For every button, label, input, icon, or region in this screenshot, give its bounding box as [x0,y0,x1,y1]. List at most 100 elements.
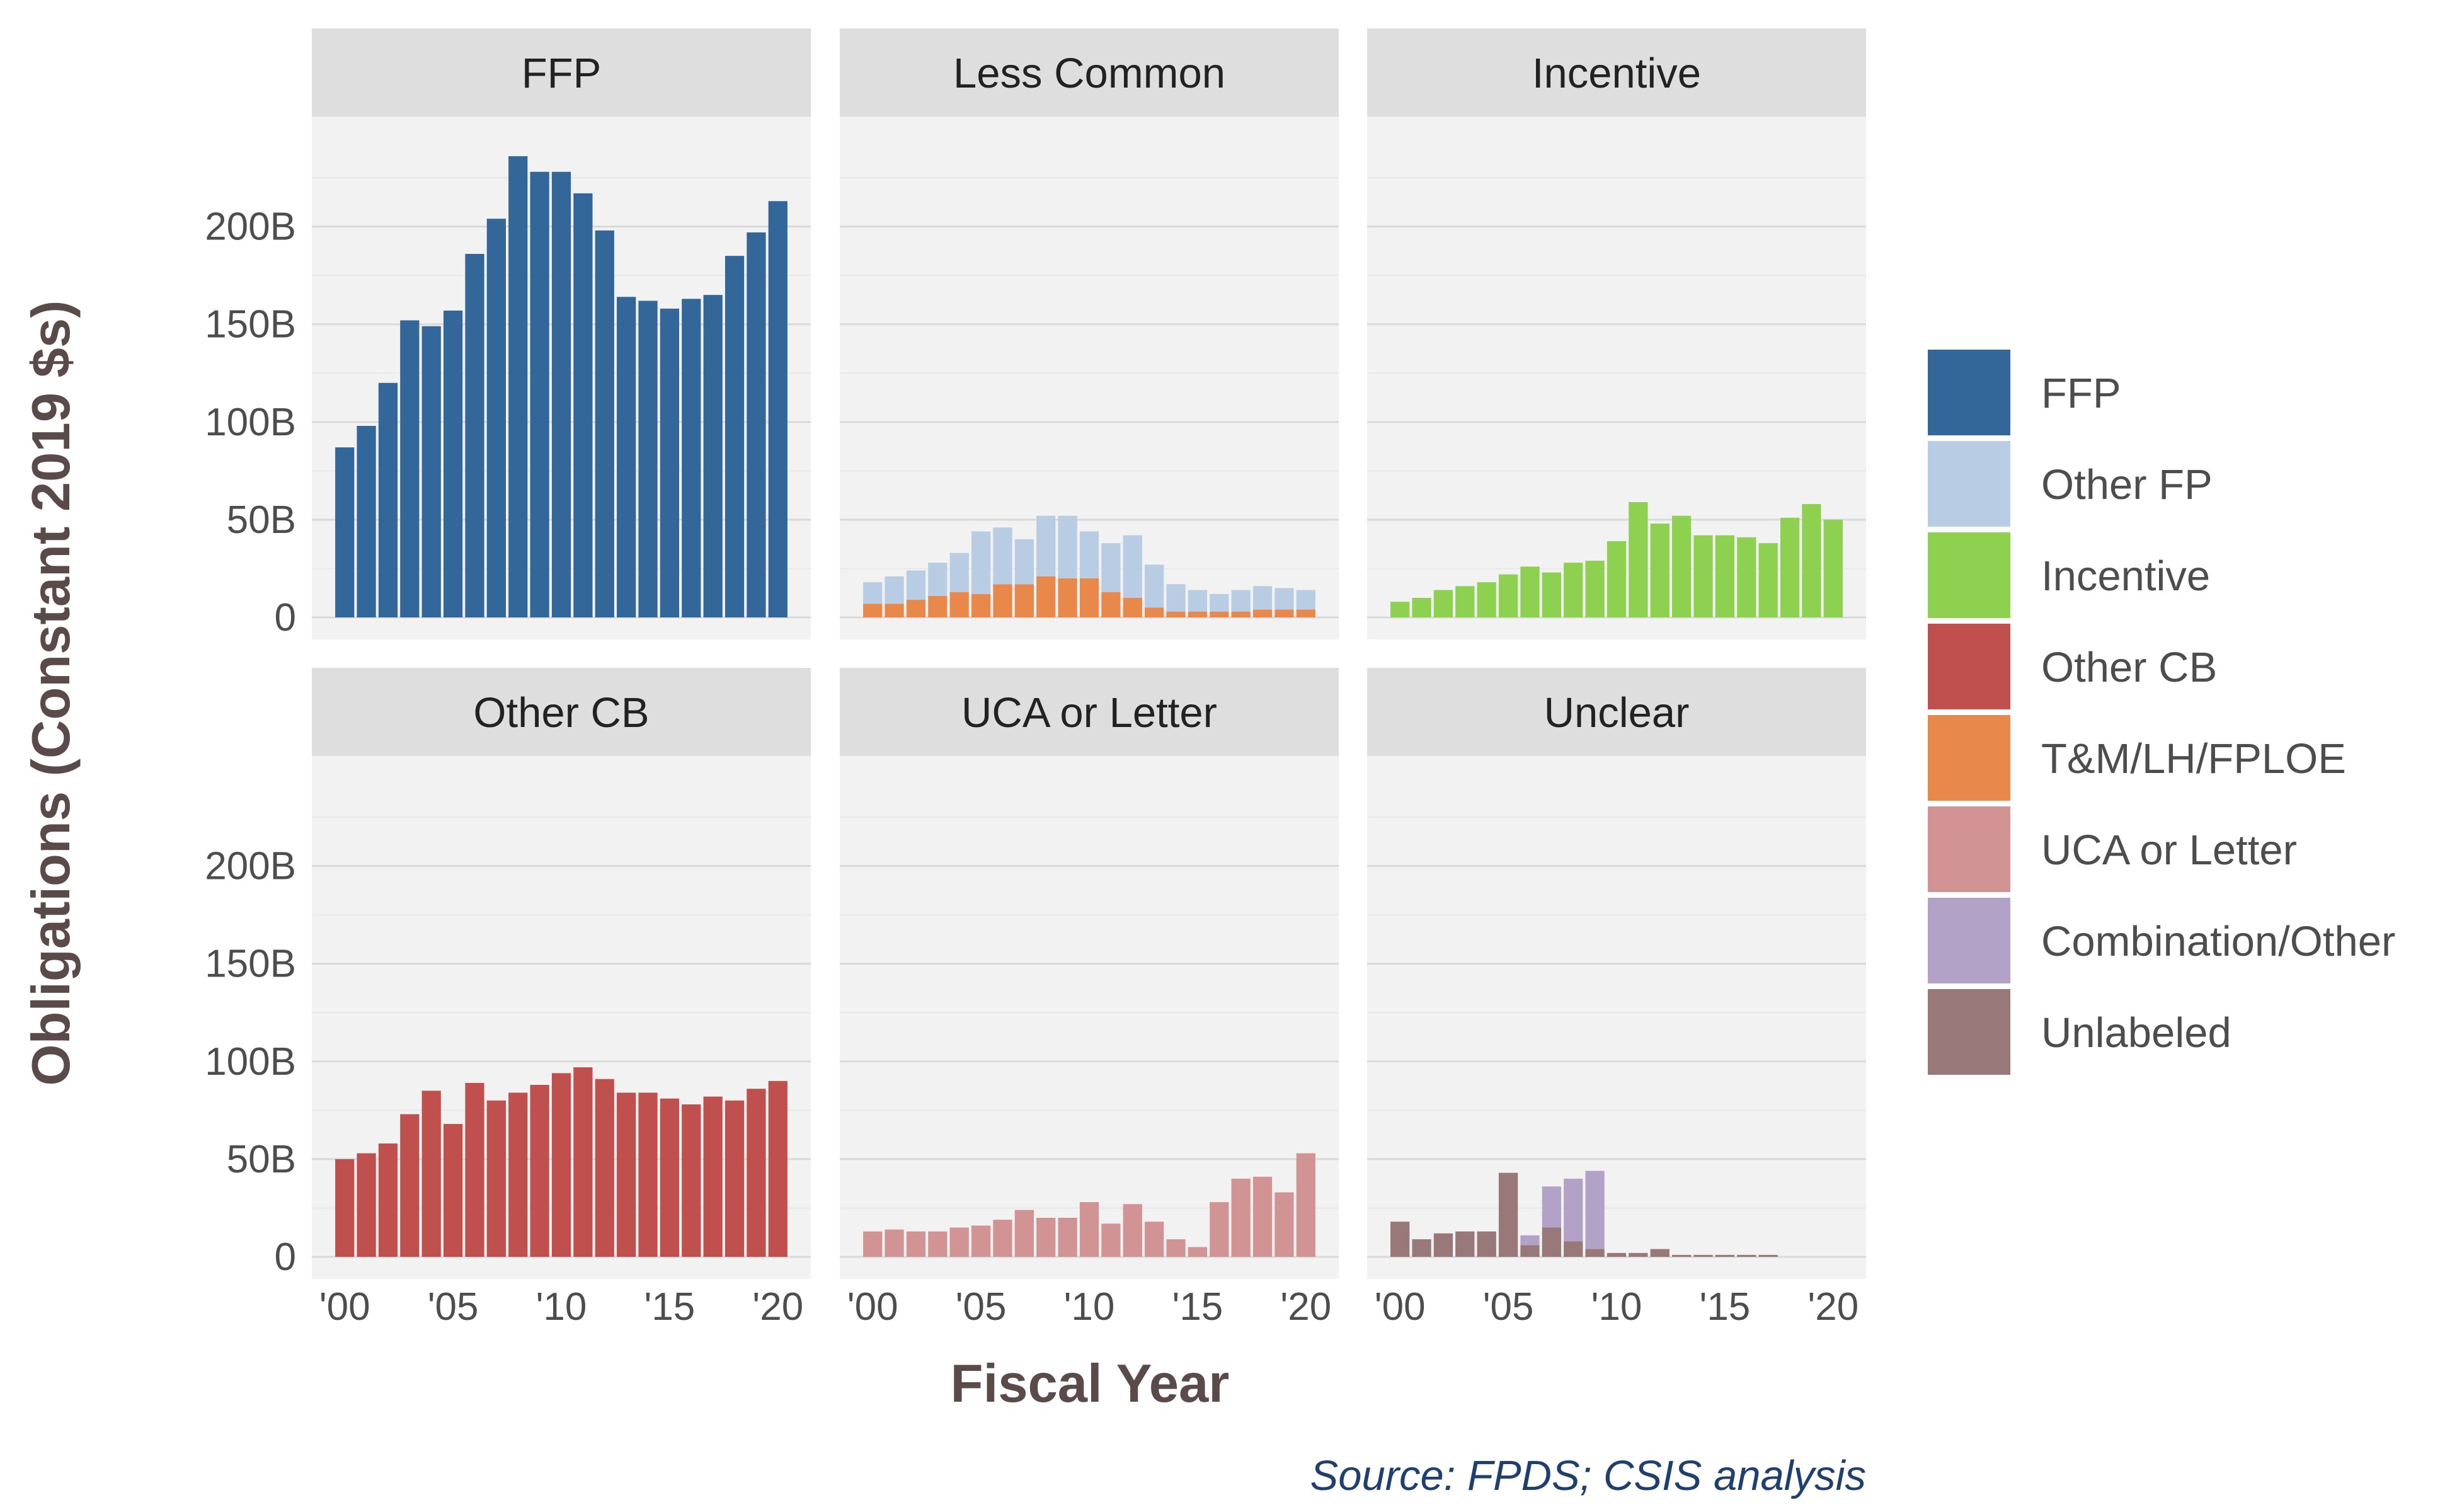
legend-item-ffp: FFP [1925,347,2121,438]
bar-uca-or-letter-2008 [1036,1217,1056,1257]
bar-uca-or-letter-2020 [1296,1153,1315,1257]
bar-t-m-lh-fploe-2014 [1166,611,1186,617]
bar-other-fp-2017 [1231,590,1251,612]
legend-key [1925,347,2013,438]
bar-t-m-lh-fploe-2018 [1252,609,1273,617]
bar-t-m-lh-fploe-2003 [928,595,948,617]
bar-other-fp-2003 [928,563,948,596]
bar-ffp-2019 [747,232,766,617]
bar-incentive-2009 [1585,561,1605,617]
bar-unlabeled-2001 [1412,1239,1431,1257]
bar-other-fp-2000 [863,582,883,604]
strip-background [312,668,811,756]
legend-key [1925,621,2013,712]
bar-unlabeled-2013 [1672,1254,1692,1257]
legend-item-unlabeled: Unlabeled [1925,987,2231,1077]
x-tick-label: '15 [644,1285,695,1329]
strip-label: UCA or Letter [961,689,1217,736]
bar-ffp-2008 [508,156,528,618]
bar-t-m-lh-fploe-2019 [1274,609,1294,617]
x-axis-title: Fiscal Year [951,1354,1230,1414]
bar-other-fp-2016 [1210,593,1229,612]
bar-other-cb-2009 [530,1085,549,1257]
bar-ffp-2003 [400,320,420,617]
legend-item-other-fp: Other FP [1925,438,2213,529]
legend-key [1925,895,2013,986]
legend-label: T&M/LH/FPLOE [2041,735,2346,782]
bar-other-fp-2020 [1296,590,1315,610]
legend-label: Other CB [2041,644,2217,691]
bar-t-m-lh-fploe-2006 [993,584,1012,617]
bar-other-fp-2018 [1252,586,1273,610]
bar-incentive-2000 [1390,602,1410,617]
bar-uca-or-letter-2015 [1188,1247,1208,1257]
bar-incentive-2006 [1520,566,1540,617]
strip-label: Unclear [1544,689,1690,736]
bar-unlabeled-2002 [1433,1233,1453,1257]
legend-label: Incentive [2041,553,2210,600]
bar-unlabeled-2008 [1564,1241,1583,1257]
bar-uca-or-letter-2003 [928,1231,948,1257]
bar-unlabeled-2006 [1520,1245,1540,1257]
bar-incentive-2015 [1715,535,1735,617]
bar-uca-or-letter-2002 [906,1231,926,1257]
bar-unlabeled-2016 [1737,1254,1756,1257]
bar-other-fp-2011 [1101,543,1121,592]
legend-item-uca-or-letter: UCA or Letter [1925,804,2297,895]
bar-t-m-lh-fploe-2012 [1123,597,1142,617]
bar-other-cb-2018 [724,1100,745,1257]
bar-incentive-2017 [1758,543,1778,617]
panel-ffp: FFP [312,28,811,639]
bar-incentive-2014 [1693,535,1713,617]
bar-other-fp-2012 [1123,535,1142,598]
bar-other-fp-2019 [1274,588,1294,610]
bar-ffp-2005 [443,310,463,617]
bar-ffp-2009 [530,171,549,617]
bar-other-cb-2010 [551,1073,571,1257]
bar-incentive-2018 [1780,517,1800,617]
x-tick-label: '05 [1483,1285,1534,1329]
bar-uca-or-letter-2014 [1166,1239,1186,1257]
panel-uca-or-letter: UCA or Letter [840,668,1339,1279]
bar-other-cb-2004 [421,1091,441,1257]
x-tick-label: '00 [319,1285,370,1329]
bar-other-cb-2011 [573,1067,593,1257]
bar-unlabeled-2010 [1606,1252,1627,1257]
bar-other-fp-2004 [949,553,969,592]
y-tick-label: 0 [275,1235,296,1279]
source-caption: Source: FPDS; CSIS analysis [1310,1452,1866,1499]
bar-other-cb-2016 [682,1104,701,1257]
bar-ffp-2017 [703,295,723,617]
bar-other-fp-2010 [1079,531,1099,578]
bar-other-cb-2014 [638,1092,658,1257]
bar-other-cb-2019 [747,1089,766,1257]
strip-background [312,28,811,117]
legend-key [1925,438,2013,529]
bar-unlabeled-2007 [1542,1227,1561,1257]
bar-uca-or-letter-2004 [949,1227,969,1257]
bar-other-fp-2013 [1145,564,1164,608]
y-tick-label: 200B [205,845,296,888]
bar-combination-other-2009 [1585,1171,1605,1249]
legend-item-incentive: Incentive [1925,530,2210,621]
bar-combination-other-2007 [1542,1186,1561,1228]
bar-incentive-2001 [1412,597,1431,617]
bar-incentive-2003 [1455,586,1475,617]
legend-label: UCA or Letter [2041,827,2297,874]
bar-other-fp-2009 [1058,515,1077,578]
x-tick-label: '15 [1172,1285,1223,1329]
bar-other-fp-2006 [993,527,1012,585]
bar-t-m-lh-fploe-2000 [863,604,883,617]
x-tick-label: '10 [1064,1285,1115,1329]
bar-other-cb-2012 [595,1079,614,1257]
x-tick-label: '20 [1280,1285,1331,1329]
bar-ffp-2020 [768,201,788,617]
bar-unlabeled-2003 [1455,1231,1475,1257]
legend-item-other-cb: Other CB [1925,621,2217,712]
bar-ffp-2001 [357,426,376,617]
x-tick-label: '20 [752,1285,803,1329]
bar-t-m-lh-fploe-2009 [1058,578,1077,617]
strip-label: Other CB [473,689,649,736]
legend-label: Combination/Other [2041,918,2395,965]
